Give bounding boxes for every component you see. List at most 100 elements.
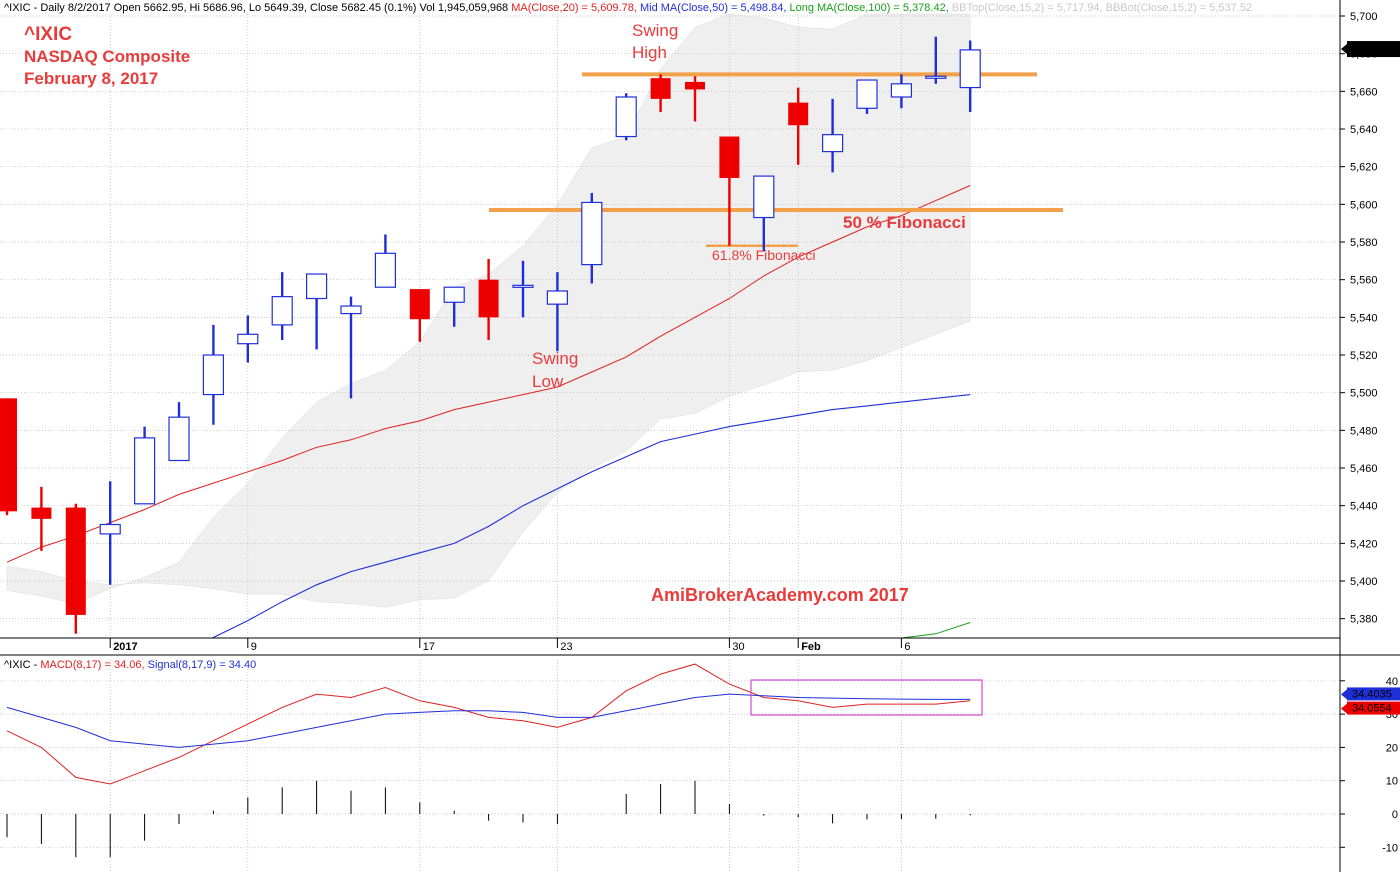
fib-50-label: 50 % Fibonacci bbox=[843, 213, 966, 232]
macd-tick-label: 40 bbox=[1386, 676, 1398, 688]
header-segment-3: Long MA(Close,100) = 5,378.42, bbox=[789, 2, 951, 14]
header-segment-4: BBTop(Close,15,2) = 5,717.94, bbox=[952, 2, 1106, 14]
moving-averages bbox=[6, 185, 971, 638]
candle-body-down bbox=[788, 102, 809, 126]
price-tick-label: 5,460 bbox=[1350, 463, 1378, 475]
last-close-pointer bbox=[1341, 44, 1347, 55]
date-tick-label: 2017 bbox=[113, 641, 137, 653]
candle-body-up bbox=[546, 290, 569, 305]
candle-body-up bbox=[959, 49, 981, 89]
price-tick-label: 5,500 bbox=[1350, 388, 1378, 400]
date-tick-label: 30 bbox=[732, 641, 744, 653]
swing-low-label-1: Swing bbox=[532, 349, 578, 368]
candle-body-down bbox=[478, 279, 499, 318]
header-segment-1: MA(Close,20) = 5,609.78, bbox=[511, 2, 640, 14]
candle-body-up bbox=[890, 83, 913, 98]
macd-header: ^IXIC - MACD(8,17) = 34.06, Signal(8,17,… bbox=[4, 659, 256, 671]
macd-tick-label: 10 bbox=[1386, 776, 1398, 788]
signal-value-label: 34.4035 bbox=[1352, 688, 1392, 700]
price-tick-label: 5,640 bbox=[1350, 124, 1378, 136]
header-segment-0: ^IXIC - Daily 8/2/2017 Open 5662.95, Hi … bbox=[4, 2, 511, 14]
signal-line bbox=[6, 693, 971, 748]
price-tick-label: 5,540 bbox=[1350, 312, 1378, 324]
candle-body-up bbox=[202, 354, 224, 396]
price-tick-label: 5,480 bbox=[1350, 425, 1378, 437]
swing-low-label-2: Low bbox=[532, 372, 564, 391]
candle-body-up bbox=[340, 305, 362, 315]
price-tick-label: 5,580 bbox=[1350, 237, 1378, 249]
date-tick-label: 9 bbox=[251, 641, 257, 653]
candle-body-up bbox=[925, 75, 947, 79]
macd-highlight-box bbox=[750, 679, 983, 716]
signal-value-pointer bbox=[1341, 689, 1347, 700]
price-tick-label: 5,420 bbox=[1350, 538, 1378, 550]
last-close-label: 5,682.45 bbox=[1350, 44, 1393, 56]
ma20-line bbox=[6, 185, 971, 563]
header-segment-1: MACD(8,17) = 34.06, bbox=[40, 659, 147, 671]
candle-body-down bbox=[719, 136, 740, 178]
candle-body-up bbox=[134, 437, 156, 505]
candle-body-up bbox=[374, 252, 396, 288]
macd-value-pointer bbox=[1341, 703, 1347, 714]
macd-tick-label: -10 bbox=[1382, 842, 1398, 854]
price-tick-label: 5,440 bbox=[1350, 501, 1378, 513]
candle-body-up bbox=[821, 134, 844, 153]
date-tick-label: 23 bbox=[560, 641, 572, 653]
date-label: February 8, 2017 bbox=[24, 69, 158, 88]
candle-body-up bbox=[443, 286, 465, 303]
price-header: ^IXIC - Daily 8/2/2017 Open 5662.95, Hi … bbox=[4, 2, 1252, 14]
signal-value-box bbox=[1347, 687, 1400, 701]
date-tick-label: 17 bbox=[423, 641, 435, 653]
price-tick-label: 5,380 bbox=[1350, 614, 1378, 626]
watermark: AmiBrokerAcademy.com 2017 bbox=[651, 585, 909, 605]
candle-body-up bbox=[856, 79, 878, 109]
candle-body-up bbox=[615, 96, 637, 138]
candle-body-down bbox=[409, 289, 430, 320]
price-tick-label: 5,560 bbox=[1350, 275, 1378, 287]
macd-value-label: 34.0554 bbox=[1352, 703, 1392, 715]
candle-body-down bbox=[0, 398, 17, 512]
swing-high-label-1: Swing bbox=[632, 21, 678, 40]
price-tick-label: 5,400 bbox=[1350, 576, 1378, 588]
candle-body-up bbox=[99, 523, 121, 535]
price-tick-label: 5,520 bbox=[1350, 350, 1378, 362]
index-name-label: NASDAQ Composite bbox=[24, 47, 190, 66]
price-tick-label: 5,600 bbox=[1350, 199, 1378, 211]
candle-body-up bbox=[237, 333, 259, 345]
candle-body-up bbox=[753, 175, 775, 219]
symbol-label: ^IXIC bbox=[24, 24, 72, 45]
price-tick-label: 5,700 bbox=[1350, 11, 1378, 23]
date-tick-label: 6 bbox=[904, 641, 910, 653]
macd-value-box bbox=[1347, 701, 1400, 715]
ma100-line bbox=[867, 622, 971, 638]
swing-high-label-2: High bbox=[632, 43, 667, 62]
macd-tick-label: 20 bbox=[1386, 742, 1398, 754]
candle-body-down bbox=[31, 507, 52, 519]
candle-body-up bbox=[306, 273, 328, 300]
fib-618-label: 61.8% Fibonacci bbox=[712, 247, 816, 263]
ma50-line bbox=[210, 394, 971, 638]
candle-body-down bbox=[685, 81, 705, 90]
grid bbox=[0, 14, 1340, 872]
last-close-box bbox=[1347, 41, 1400, 58]
macd-tick-label: 0 bbox=[1392, 809, 1398, 821]
candles bbox=[0, 36, 981, 634]
candle-body-up bbox=[168, 416, 190, 462]
macd-line bbox=[6, 663, 971, 785]
header-segment-2: Signal(8,17,9) = 34.40 bbox=[148, 659, 257, 671]
date-tick-label: Feb bbox=[801, 641, 821, 653]
candle-body-up bbox=[581, 201, 603, 266]
price-tick-label: 5,660 bbox=[1350, 86, 1378, 98]
price-tick-label: 5,620 bbox=[1350, 162, 1378, 174]
candle-body-up bbox=[271, 296, 293, 326]
header-segment-0: ^IXIC - bbox=[4, 659, 40, 671]
header-segment-2: Mid MA(Close,50) = 5,498.84, bbox=[640, 2, 790, 14]
candle-body-down bbox=[65, 507, 86, 615]
header-segment-5: BBBot(Close,15,2) = 5,537.52 bbox=[1106, 2, 1252, 14]
candle-body-up bbox=[512, 284, 534, 288]
candle-body-down bbox=[650, 78, 671, 99]
